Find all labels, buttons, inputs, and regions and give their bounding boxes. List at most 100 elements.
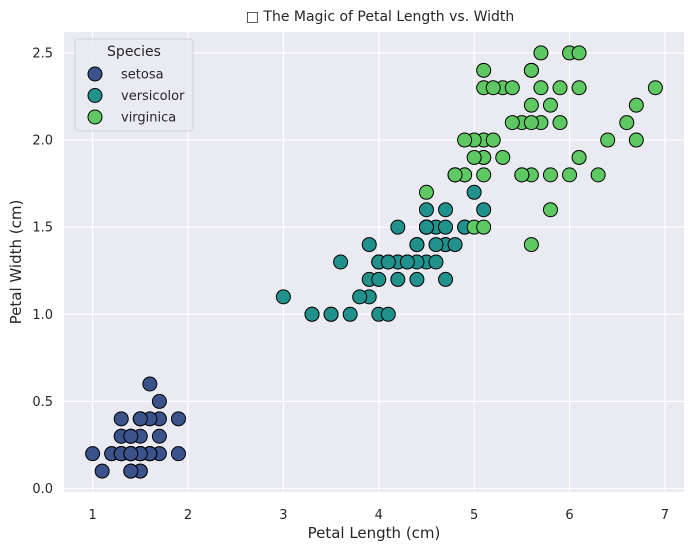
series-virginica xyxy=(418,45,663,253)
y-tick-label: 2.5 xyxy=(32,46,53,61)
x-tick-labels: 1 2 3 4 5 6 7 xyxy=(88,508,669,523)
x-tick-label: 4 xyxy=(375,508,383,523)
point-virginica xyxy=(485,80,501,96)
legend-item-virginica: virginica xyxy=(87,109,176,126)
point-virginica xyxy=(552,115,568,131)
point-virginica xyxy=(571,149,587,165)
point-virginica xyxy=(523,97,539,113)
point-versicolor xyxy=(380,254,396,270)
point-virginica xyxy=(523,237,539,253)
legend-label: setosa xyxy=(121,68,164,83)
point-setosa xyxy=(113,411,129,427)
x-tick-label: 6 xyxy=(565,508,573,523)
series-versicolor xyxy=(275,167,492,322)
point-virginica xyxy=(495,149,511,165)
point-setosa xyxy=(170,446,186,462)
point-versicolor xyxy=(428,254,444,270)
point-versicolor xyxy=(466,184,482,200)
chart-title: □ The Magic of Petal Length vs. Width xyxy=(246,9,515,25)
point-virginica xyxy=(562,167,578,183)
point-setosa xyxy=(123,463,139,479)
point-virginica xyxy=(552,80,568,96)
point-virginica xyxy=(476,167,492,183)
point-versicolor xyxy=(438,202,454,218)
legend-box xyxy=(74,38,194,132)
point-versicolor xyxy=(380,306,396,322)
y-tick-labels: 0.0 0.5 1.0 1.5 2.0 2.5 xyxy=(32,46,53,497)
point-virginica xyxy=(466,149,482,165)
point-virginica xyxy=(504,115,520,131)
x-tick-label: 1 xyxy=(88,508,96,523)
point-versicolor xyxy=(333,254,349,270)
point-versicolor xyxy=(409,271,425,287)
point-setosa xyxy=(85,446,101,462)
point-virginica xyxy=(600,132,616,148)
point-versicolor xyxy=(447,237,463,253)
point-versicolor xyxy=(323,306,339,322)
y-tick-label: 0.5 xyxy=(32,395,53,410)
point-virginica xyxy=(485,132,501,148)
point-versicolor xyxy=(361,237,377,253)
point-virginica xyxy=(447,167,463,183)
x-axis-label: Petal Length (cm) xyxy=(308,524,441,542)
point-versicolor xyxy=(399,254,415,270)
point-setosa xyxy=(123,428,139,444)
point-versicolor xyxy=(352,289,368,305)
legend-title: Species xyxy=(107,44,161,60)
point-setosa xyxy=(142,376,158,392)
point-virginica xyxy=(571,80,587,96)
point-versicolor xyxy=(418,219,434,235)
y-axis-label: Petal Width (cm) xyxy=(7,200,25,325)
legend-item-setosa: setosa xyxy=(87,66,164,83)
x-tick-label: 5 xyxy=(470,508,478,523)
point-virginica xyxy=(457,132,473,148)
point-virginica xyxy=(571,45,587,61)
point-setosa xyxy=(132,411,148,427)
legend-label: versicolor xyxy=(121,89,185,104)
series-setosa xyxy=(85,376,186,479)
point-virginica xyxy=(504,80,520,96)
point-versicolor xyxy=(438,271,454,287)
point-virginica xyxy=(590,167,606,183)
point-versicolor xyxy=(390,271,406,287)
point-versicolor xyxy=(476,202,492,218)
point-versicolor xyxy=(275,289,291,305)
point-virginica xyxy=(476,62,492,78)
legend-item-versicolor: versicolor xyxy=(87,88,185,104)
point-virginica xyxy=(619,115,635,131)
point-versicolor xyxy=(409,237,425,253)
point-setosa xyxy=(151,428,167,444)
point-virginica xyxy=(533,80,549,96)
point-virginica xyxy=(628,132,644,148)
point-versicolor xyxy=(371,271,387,287)
y-tick-label: 1.5 xyxy=(32,221,53,236)
point-versicolor xyxy=(390,219,406,235)
point-setosa xyxy=(123,446,139,462)
x-tick-label: 7 xyxy=(661,508,669,523)
y-tick-label: 1.0 xyxy=(32,308,53,323)
legend: Species setosa versicolor virginica xyxy=(74,38,194,132)
point-virginica xyxy=(542,202,558,218)
point-virginica xyxy=(523,115,539,131)
point-virginica xyxy=(476,219,492,235)
x-tick-label: 3 xyxy=(279,508,287,523)
y-tick-label: 0.0 xyxy=(32,482,53,497)
point-versicolor xyxy=(438,219,454,235)
point-setosa xyxy=(170,411,186,427)
point-virginica xyxy=(647,80,663,96)
point-versicolor xyxy=(342,306,358,322)
point-virginica xyxy=(533,45,549,61)
point-virginica xyxy=(542,167,558,183)
legend-marker xyxy=(87,66,103,82)
legend-items: setosa versicolor virginica xyxy=(87,66,185,126)
point-versicolor xyxy=(418,202,434,218)
x-tick-label: 2 xyxy=(184,508,192,523)
y-tick-label: 2.0 xyxy=(32,134,53,149)
legend-marker xyxy=(87,109,103,125)
point-setosa xyxy=(94,463,110,479)
legend-label: virginica xyxy=(121,111,176,126)
point-virginica xyxy=(418,184,434,200)
point-versicolor xyxy=(304,306,320,322)
point-virginica xyxy=(628,97,644,113)
